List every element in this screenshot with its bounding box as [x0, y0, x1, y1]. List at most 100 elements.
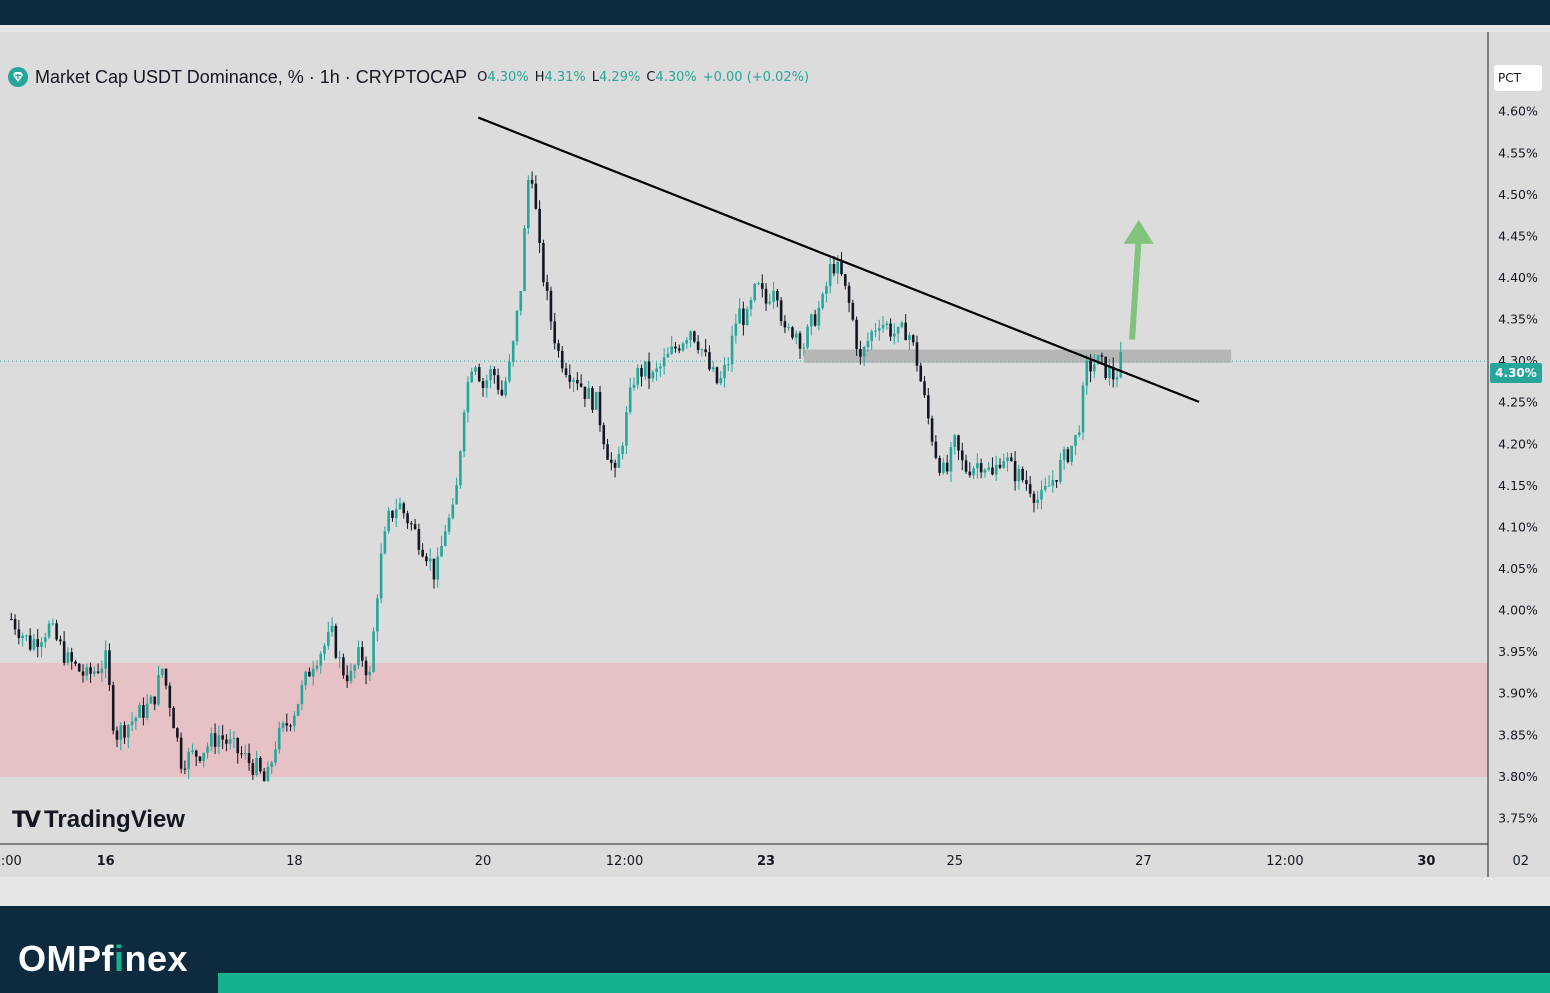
- candle-body: [376, 598, 379, 632]
- candle-body: [1010, 457, 1013, 462]
- candle-body: [1066, 449, 1070, 462]
- candle-body: [247, 753, 251, 764]
- candle-body: [813, 314, 817, 326]
- candle-body: [911, 335, 915, 343]
- candle-body: [10, 618, 13, 620]
- candle-body: [17, 629, 21, 638]
- candle-body: [1093, 364, 1096, 372]
- candle-body: [428, 558, 432, 562]
- candle-body: [515, 310, 519, 342]
- candle-body: [957, 435, 960, 451]
- candle-body: [655, 368, 658, 373]
- candle-body: [764, 288, 768, 304]
- time-tick-label: 20: [475, 854, 492, 869]
- candle-body: [496, 375, 500, 390]
- candle-body: [338, 657, 341, 659]
- candle-body: [753, 283, 757, 301]
- price-tick-label: 4.15%: [1498, 478, 1538, 493]
- axis-layer: 3.75% 3.80% 3.85% 3.90% 3.95% 4.00% 4.05% 4.10%…: [0, 32, 1538, 877]
- candle-body: [360, 647, 364, 661]
- candle-body: [817, 307, 821, 326]
- candle-body: [832, 264, 836, 274]
- descending-trendline: [477, 116, 1200, 403]
- candle-body: [760, 283, 764, 289]
- candle-body: [1055, 480, 1058, 482]
- candle-body: [538, 208, 541, 243]
- price-tick-label: 4.20%: [1498, 436, 1538, 451]
- candle-body: [511, 341, 515, 362]
- percent-scale-button[interactable]: PCT: [1494, 65, 1542, 91]
- candle-body: [130, 721, 134, 725]
- price-tick-label: 3.75%: [1498, 810, 1538, 825]
- candle-body: [202, 752, 206, 761]
- candle-body: [500, 389, 504, 396]
- candle-body: [436, 556, 440, 580]
- candle-body: [157, 674, 160, 705]
- candle-body: [855, 319, 858, 349]
- candle-body: [421, 549, 424, 557]
- candle-body: [610, 459, 613, 463]
- candle-body: [979, 463, 983, 473]
- candle-body: [115, 730, 119, 740]
- symbol-title[interactable]: Market Cap USDT Dominance, % · 1h · CRYP…: [35, 66, 468, 87]
- candle-body: [187, 751, 190, 770]
- candle-body: [987, 467, 990, 470]
- candle-body: [662, 357, 666, 367]
- price-tick-label: 4.25%: [1498, 395, 1538, 410]
- candle-body: [632, 384, 636, 388]
- candle-body: [730, 335, 734, 365]
- candle-body: [711, 367, 715, 370]
- candle-body: [451, 504, 455, 518]
- candle-body: [394, 509, 398, 519]
- candle-body: [651, 372, 655, 379]
- candle-body: [391, 510, 394, 519]
- candle-body: [1025, 480, 1028, 485]
- brand-part-highlight: i: [114, 938, 125, 979]
- candle-body: [13, 619, 17, 630]
- price-tick-label: 4.05%: [1498, 561, 1538, 576]
- price-chart[interactable]: 3.75% 3.80% 3.85% 3.90% 3.95% 4.00% 4.05% 4.10%…: [0, 32, 1550, 877]
- candle-body: [587, 388, 590, 400]
- time-tick-label: 12:00: [1266, 854, 1303, 869]
- symbol-legend[interactable]: Market Cap USDT Dominance, % · 1h · CRYP…: [8, 66, 809, 88]
- candle-body: [991, 467, 994, 475]
- candle-body: [1100, 355, 1104, 357]
- candle-body: [1070, 445, 1073, 462]
- candle-body: [923, 381, 926, 396]
- open-value: 4.30%: [487, 69, 529, 85]
- candle-body: [108, 650, 111, 686]
- candle-body: [304, 671, 307, 686]
- candle-body: [564, 368, 568, 375]
- candle-body: [81, 671, 85, 676]
- chart-area[interactable]: 3.75% 3.80% 3.85% 3.90% 3.95% 4.00% 4.05% 4.10%…: [0, 32, 1550, 877]
- candle-body: [904, 322, 907, 341]
- candle-body: [198, 756, 202, 761]
- candle-body: [149, 696, 153, 704]
- price-tick-label: 4.35%: [1498, 312, 1538, 327]
- candle-body: [485, 380, 489, 388]
- candle-body: [285, 723, 289, 726]
- candle-body: [311, 668, 315, 677]
- candle-body: [557, 343, 560, 351]
- candle-body: [217, 735, 221, 747]
- candle-body: [674, 346, 677, 349]
- candle-body: [1013, 461, 1017, 482]
- time-tick-label: 27: [1135, 854, 1152, 869]
- time-tick-label: 16: [97, 854, 115, 869]
- candle-body: [413, 524, 417, 529]
- candle-body: [847, 285, 851, 303]
- price-tick-label: 4.45%: [1498, 228, 1538, 243]
- candle-body: [983, 469, 987, 473]
- candle-body: [960, 450, 964, 461]
- low-label: L: [591, 69, 600, 85]
- candle-body: [896, 326, 900, 334]
- candle-body: [1028, 484, 1032, 494]
- tradingview-logo: TV TradingView: [12, 806, 185, 834]
- price-tick-label: 4.55%: [1498, 145, 1538, 160]
- candle-body: [55, 623, 58, 640]
- candle-body: [145, 703, 149, 718]
- trendline-layer: [477, 116, 1200, 403]
- candle-body: [583, 386, 587, 400]
- ompfinex-logo: OMPfinex: [18, 938, 188, 980]
- footer-accent-strip: [218, 973, 1550, 993]
